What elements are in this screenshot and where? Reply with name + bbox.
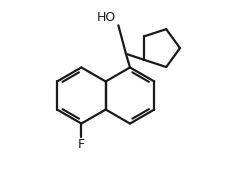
Text: HO: HO — [97, 11, 116, 24]
Text: F: F — [78, 138, 85, 151]
